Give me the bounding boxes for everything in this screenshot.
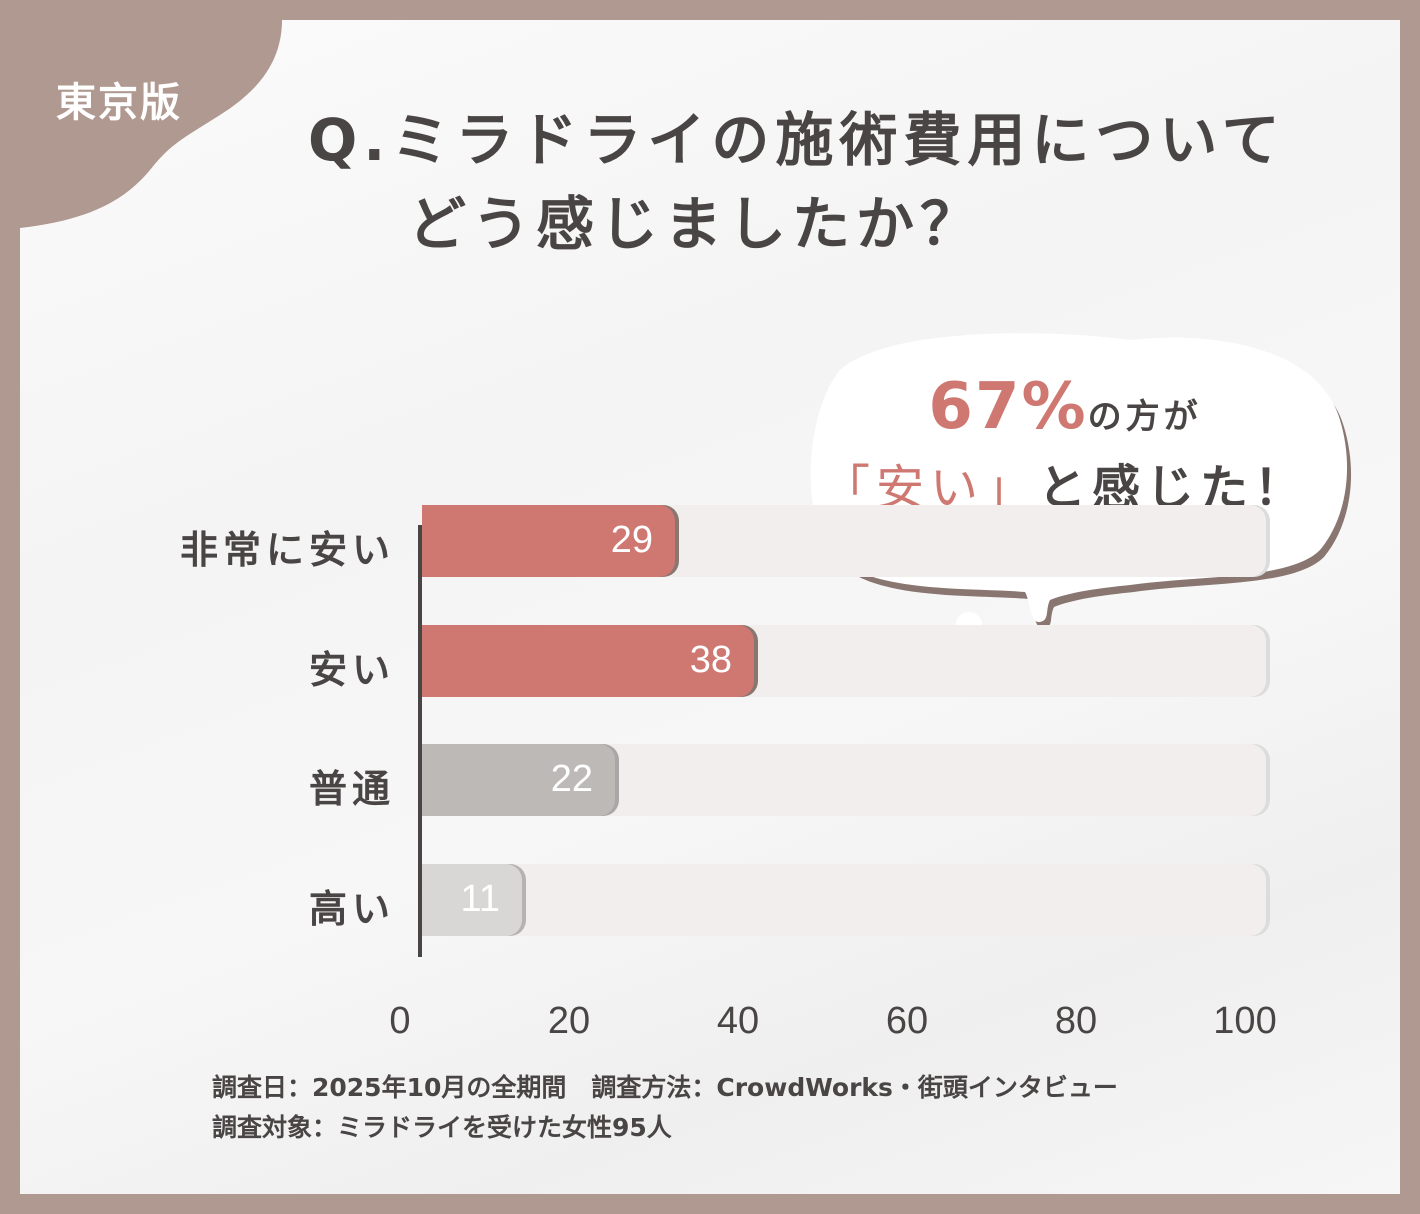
callout-line1-suffix: の方が: [1087, 397, 1202, 437]
callout-text: 67%の方が 「安い」と感じた！: [815, 370, 1315, 518]
title-line-2: どう感じましたか？: [408, 190, 985, 258]
x-tick-100: 100: [1213, 1000, 1277, 1042]
question-title: Q.ミラドライの施術費用について どう感じましたか？: [308, 98, 1286, 266]
category-label: 普通: [308, 767, 395, 811]
bar-row-cheap: 安い 38: [20, 625, 1400, 699]
bar-value: 22: [550, 758, 593, 800]
category-label: 安い: [308, 648, 395, 692]
title-line-1: Q.ミラドライの施術費用について: [308, 106, 1286, 174]
survey-footnote: 調査日：2025年10月の全期間 調査方法：CrowdWorks・街頭インタビュ…: [212, 1068, 1118, 1148]
category-label: 高い: [308, 887, 395, 931]
footnote-line-1: 調査日：2025年10月の全期間 調査方法：CrowdWorks・街頭インタビュ…: [212, 1073, 1118, 1102]
bar-normal: 22: [422, 744, 615, 816]
category-label: 非常に安い: [179, 528, 395, 572]
region-badge: 東京版: [56, 80, 182, 126]
bar-row-normal: 普通 22: [20, 744, 1400, 818]
x-tick-80: 80: [1054, 1000, 1098, 1042]
x-tick-0: 0: [389, 1000, 411, 1042]
chart-card: 東京版 Q.ミラドライの施術費用について どう感じましたか？ 67%の方が 「安…: [20, 20, 1400, 1194]
bar-very-cheap: 29: [422, 505, 675, 577]
x-tick-40: 40: [716, 1000, 760, 1042]
bar-value: 38: [689, 639, 732, 681]
x-tick-20: 20: [547, 1000, 591, 1042]
bar-row-very-cheap: 非常に安い 29: [20, 505, 1400, 579]
callout-percent: 67%: [928, 370, 1088, 444]
y-axis-line: [418, 525, 422, 957]
bar-cheap: 38: [422, 625, 754, 697]
bar-track: [422, 864, 1266, 936]
corner-blob-shape: [20, 20, 282, 228]
x-tick-60: 60: [885, 1000, 929, 1042]
bar-value: 11: [460, 878, 500, 920]
footnote-line-2: 調査対象：ミラドライを受けた女性95人: [212, 1113, 672, 1142]
bar-row-expensive: 高い 11: [20, 864, 1400, 938]
bar-expensive: 11: [422, 864, 522, 936]
bar-value: 29: [610, 519, 653, 561]
